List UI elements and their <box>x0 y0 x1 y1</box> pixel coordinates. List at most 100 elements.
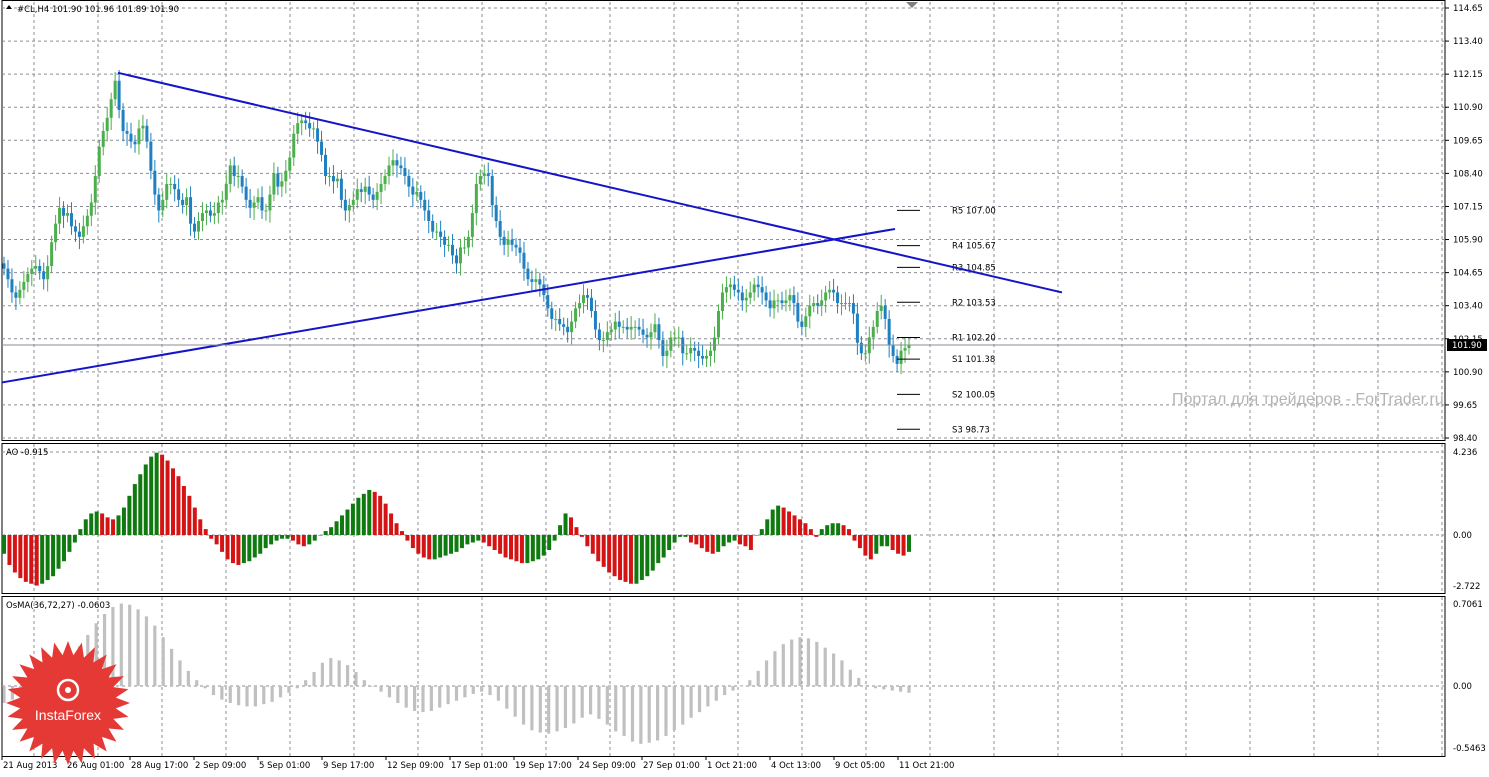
osma-bar <box>806 638 811 686</box>
ao-bar <box>214 535 219 545</box>
price-candle <box>14 292 18 298</box>
osma-panel[interactable] <box>1 596 1446 757</box>
price-candle <box>228 165 232 184</box>
price-candle <box>498 221 502 237</box>
osma-bar <box>790 639 794 686</box>
price-candle <box>621 326 625 328</box>
ao-bar <box>78 529 83 535</box>
price-candle <box>768 300 772 309</box>
price-candle <box>236 176 240 178</box>
price-axis-label: 98.40 <box>1453 434 1477 444</box>
price-candle <box>820 300 824 306</box>
watermark: Портал для трейдеров - ForTrader.ru <box>1172 391 1444 408</box>
ao-bar <box>645 535 650 577</box>
price-candle <box>212 213 216 216</box>
price-candle <box>748 292 752 298</box>
price-candle <box>637 326 641 330</box>
price-candle <box>709 350 713 356</box>
price-candle <box>260 197 264 211</box>
price-candle <box>435 231 439 233</box>
price-candle <box>907 345 911 349</box>
price-candle <box>574 308 578 322</box>
logo-emblem-icon <box>56 678 80 702</box>
ao-bar <box>727 535 732 543</box>
ao-bar <box>541 535 546 556</box>
osma-bar <box>714 686 718 701</box>
ao-bar <box>171 468 176 535</box>
ao-bar <box>857 535 862 549</box>
osma-bar <box>530 686 534 731</box>
price-candle <box>240 176 244 187</box>
ao-bar <box>852 535 857 541</box>
price-candle <box>836 292 840 304</box>
ao-bar <box>378 495 383 535</box>
ao-bar <box>710 535 715 554</box>
price-candle <box>534 279 538 282</box>
ao-bar <box>154 452 159 535</box>
price-candle <box>129 133 133 142</box>
price-candle <box>316 128 320 142</box>
ao-bar <box>481 535 486 543</box>
osma-bar <box>379 686 383 692</box>
price-candle <box>875 310 879 327</box>
price-candle <box>693 348 697 351</box>
price-candle <box>10 279 14 293</box>
osma-bar <box>555 686 559 732</box>
price-candle <box>661 340 665 356</box>
price-candle <box>113 80 117 100</box>
ao-bar <box>721 535 726 547</box>
osma-bar <box>706 686 710 707</box>
osma-bar <box>429 686 433 711</box>
ao-bar <box>176 476 181 535</box>
chart-shift-marker-icon[interactable] <box>906 2 918 8</box>
price-candle <box>339 178 343 200</box>
price-candle <box>439 231 443 237</box>
price-axis-label: 113.40 <box>1453 37 1483 47</box>
ao-bar <box>732 535 737 541</box>
osma-axis-label: 0.00 <box>1453 682 1472 692</box>
osma-bar <box>128 604 132 686</box>
price-candle <box>578 303 582 309</box>
price-candle <box>466 236 470 248</box>
osma-bar <box>304 680 308 686</box>
ao-bar <box>519 535 524 564</box>
ao-bar <box>290 535 295 541</box>
ao-bar <box>459 535 464 549</box>
price-candle <box>252 202 256 208</box>
osma-bar <box>538 686 542 733</box>
ao-bar <box>716 535 721 552</box>
price-candle <box>18 289 22 298</box>
price-candle <box>451 244 455 256</box>
price-candle <box>617 321 621 327</box>
ao-bar <box>345 509 350 535</box>
ao-bar <box>356 497 361 535</box>
price-candle <box>566 326 570 333</box>
osma-bar <box>513 686 517 717</box>
time-axis-label: 12 Sep 09:00 <box>387 761 444 771</box>
ao-bar <box>890 535 895 550</box>
ao-bar <box>127 495 132 535</box>
ao-bar <box>105 517 110 535</box>
price-candle <box>248 199 252 208</box>
osma-bar <box>697 686 702 713</box>
price-candle <box>657 324 661 341</box>
ao-bar <box>323 531 328 535</box>
ao-bar <box>29 535 34 584</box>
osma-bar <box>471 686 475 694</box>
ao-bar <box>209 535 214 539</box>
price-candle <box>42 271 46 280</box>
ao-bar <box>574 527 579 535</box>
ao-panel[interactable] <box>1 443 1446 594</box>
ao-bar <box>312 535 317 541</box>
price-candle <box>546 295 550 309</box>
price-candle <box>585 295 589 298</box>
ao-bar <box>45 535 50 580</box>
osma-bar <box>505 686 509 709</box>
price-candle <box>351 199 355 206</box>
osma-bar <box>907 686 911 693</box>
osma-bar <box>404 686 408 708</box>
ao-bar <box>699 535 704 549</box>
price-candle <box>200 213 204 222</box>
ao-bar <box>601 535 606 567</box>
